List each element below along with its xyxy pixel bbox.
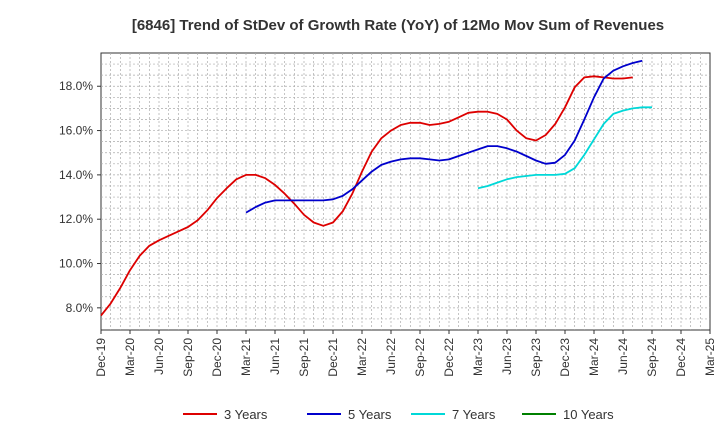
- series-line-5-years: [245, 59, 643, 214]
- x-axis: Dec-19 Mar-20 Jun-20 Sep-20 Dec-20 Mar-21 Jun-…: [94, 330, 717, 377]
- x-tick-label: Mar-21: [239, 338, 253, 376]
- legend-label-5-years: 5 Years: [348, 407, 392, 422]
- x-tick-label: Mar-23: [471, 338, 485, 376]
- x-tick-label: Dec-23: [558, 338, 572, 377]
- x-tick-label: Dec-22: [442, 338, 456, 377]
- x-tick-label: Jun-23: [500, 338, 514, 375]
- x-tick-label: Sep-24: [645, 338, 659, 377]
- x-tick-label: Mar-25: [703, 338, 717, 376]
- x-tick-label: Mar-20: [123, 338, 137, 376]
- y-tick-label: 10.0%: [59, 257, 93, 271]
- x-tick-label: Sep-23: [529, 338, 543, 377]
- legend-label-7-years: 7 Years: [452, 407, 496, 422]
- x-tick-label: Sep-20: [181, 338, 195, 377]
- y-tick-label: 16.0%: [59, 124, 93, 138]
- x-tick-label: Dec-20: [210, 338, 224, 377]
- series-line-7-years: [477, 106, 652, 190]
- series-line-3-years: [100, 75, 633, 317]
- y-tick-label: 18.0%: [59, 79, 93, 93]
- x-tick-label: Sep-21: [297, 338, 311, 377]
- x-tick-label: Dec-19: [94, 338, 108, 377]
- x-tick-label: Dec-21: [326, 338, 340, 377]
- horizontal-gridlines: [101, 63, 710, 320]
- plot-area: [100, 52, 711, 331]
- x-tick-label: Jun-21: [268, 338, 282, 375]
- legend: 3 Years 5 Years 7 Years 10 Years: [183, 407, 614, 422]
- x-tick-label: Dec-24: [674, 338, 688, 377]
- legend-label-3-years: 3 Years: [224, 407, 268, 422]
- x-tick-label: Jun-24: [616, 338, 630, 375]
- y-tick-label: 8.0%: [66, 301, 94, 315]
- x-tick-label: Sep-22: [413, 338, 427, 377]
- series-layer: [100, 59, 652, 317]
- legend-label-10-years: 10 Years: [563, 407, 614, 422]
- x-tick-label: Mar-22: [355, 338, 369, 376]
- chart-title: [6846] Trend of StDev of Growth Rate (Yo…: [132, 17, 664, 34]
- x-tick-label: Mar-24: [587, 338, 601, 376]
- y-tick-label: 14.0%: [59, 168, 93, 182]
- y-tick-label: 12.0%: [59, 212, 93, 226]
- y-axis: 8.0% 10.0% 12.0% 14.0% 16.0% 18.0%: [59, 79, 101, 315]
- x-tick-label: Jun-22: [384, 338, 398, 375]
- x-tick-label: Jun-20: [152, 338, 166, 375]
